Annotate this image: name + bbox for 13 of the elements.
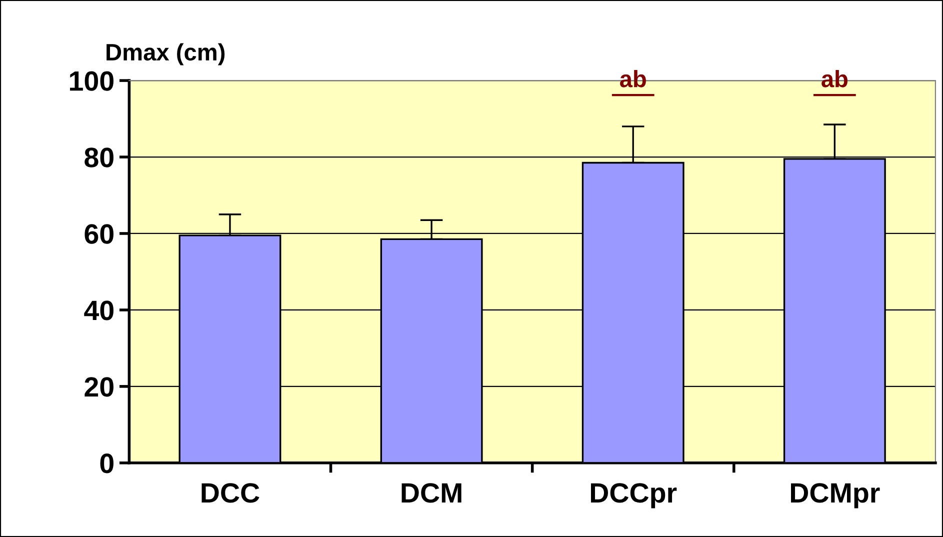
annotation: ab (620, 70, 646, 88)
y-tick-label: 80 (84, 148, 114, 168)
annotation: ab (822, 70, 848, 88)
y-tick-label: 60 (84, 224, 114, 244)
y-tick-label: 40 (84, 300, 114, 320)
x-tick-label: DCC (202, 483, 260, 503)
x-tick-label: DCCpr (590, 483, 677, 508)
y-tick-label: 100 (70, 71, 114, 91)
y-tick-label: 0 (100, 454, 114, 474)
x-tick-label: DCMpr (791, 483, 880, 508)
y-tick-label: 20 (84, 377, 114, 397)
x-tick-label: DCM (402, 483, 462, 503)
y-axis-title: Dmax (cm) (106, 43, 225, 66)
